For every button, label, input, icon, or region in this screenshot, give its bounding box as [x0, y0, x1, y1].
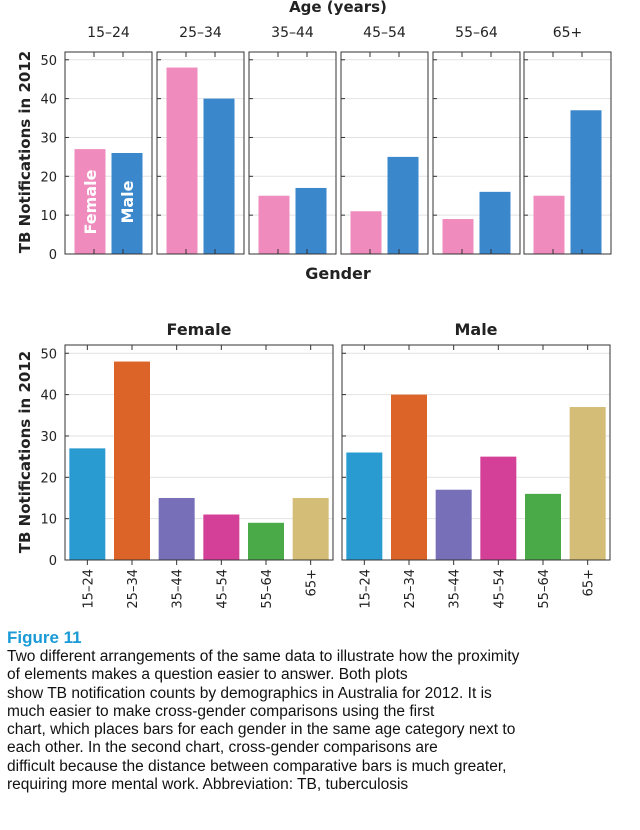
chart1-x-axis-label: Gender: [305, 264, 371, 283]
chart2-y-tick-label: 50: [40, 347, 57, 362]
chart2-x-tick-label: 55–64: [537, 569, 552, 609]
chart2-y-tick-label: 10: [40, 513, 57, 528]
chart2-x-tick-label: 15–24: [358, 569, 373, 609]
chart1-panel-frame: [248, 51, 337, 255]
chart1-panel-label: 45–54: [363, 25, 406, 41]
chart2-bar: [158, 497, 195, 560]
chart2-x-tick-label: 15–24: [81, 569, 96, 609]
chart2-x-tick-label: 35–44: [171, 569, 186, 609]
chart2-x-tick-label: 55–64: [260, 569, 275, 609]
chart1-y-axis-label: TB Notifications in 2012: [16, 51, 34, 253]
chart2-y-tick-label: 20: [40, 471, 57, 486]
chart1-bar: [111, 153, 143, 254]
chart1-bar: [350, 211, 382, 254]
chart1-y-tick-label: 50: [40, 54, 57, 69]
chart2-panel-label: Male: [454, 320, 497, 339]
chart1-panel-frame: [64, 51, 153, 255]
chart1-y-tick-label: 10: [40, 209, 57, 224]
chart1-y-tick-label: 0: [49, 248, 57, 263]
caption-line: chart, which places bars for each gender…: [7, 721, 516, 739]
chart-svg: Age (years) TB Notifications in 2012 Gende…: [16, 0, 612, 609]
chart2-y-axis-label: TB Notifications in 2012: [16, 351, 34, 553]
chart2-bar: [292, 497, 329, 560]
chart1-y-tick-label: 40: [40, 93, 57, 108]
chart1-bar: [74, 149, 106, 254]
chart1-panel-frame: [523, 51, 612, 255]
chart1-bar: [533, 195, 565, 254]
chart1-panel-label: 35–44: [271, 25, 314, 41]
chart1-panel-label: 55–64: [455, 25, 498, 41]
chart2-panel-frame: [341, 344, 611, 561]
chart1-bar: [442, 219, 474, 254]
chart2-x-tick-label: 45–54: [215, 569, 230, 609]
caption-line: show TB notification counts by demograph…: [7, 684, 492, 702]
caption-line: difficult because the distance between c…: [7, 757, 507, 775]
chart1-bar: [203, 98, 235, 254]
chart1-y-tick-label: 30: [40, 131, 57, 146]
chart1-bar: [387, 156, 419, 254]
chart1-title: Age (years): [289, 0, 387, 16]
chart1-panel-label: 25–34: [179, 25, 222, 41]
chart2-bar: [391, 394, 427, 560]
caption-line: requiring more mental work. Abbreviation…: [7, 776, 409, 794]
chart1-bar: [166, 67, 198, 255]
chart1-panel-label: 65+: [553, 25, 583, 41]
chart1-series-in-bar-label: Male: [118, 180, 137, 223]
figure: Age (years) TB Notifications in 2012 Gende…: [16, 0, 612, 609]
chart1-y-tick-label: 20: [40, 170, 57, 185]
chart1-bar: [295, 187, 327, 254]
chart2-bar: [480, 456, 517, 560]
chart1-series-in-bar-label: Female: [81, 169, 100, 234]
chart2-bar: [525, 493, 561, 560]
chart2-panel-label: Female: [167, 320, 232, 339]
chart2-y-tick-label: 40: [40, 389, 57, 404]
chart1-panel-frame: [156, 51, 245, 255]
chart1-bar: [570, 110, 602, 255]
chart1-panel-frame: [340, 51, 429, 255]
caption-line: each other. In the second chart, cross-g…: [7, 739, 438, 757]
figure-label: Figure 11: [7, 628, 82, 647]
chart2-x-tick-label: 25–34: [126, 569, 141, 609]
chart1-panel-frame: [432, 51, 521, 255]
chart2-x-tick-label: 35–44: [448, 569, 463, 609]
chart2-bar: [435, 489, 472, 560]
chart2-bar: [69, 448, 106, 560]
chart2-y-tick-label: 30: [40, 430, 57, 445]
chart2-x-tick-label: 25–34: [403, 569, 418, 609]
caption-line: much easier to make cross-gender compari…: [7, 702, 435, 720]
chart2-x-tick-label: 65+: [582, 569, 597, 596]
chart2-bar: [114, 361, 150, 560]
chart1-bar: [258, 195, 290, 254]
caption-line: of elements makes a question easier to a…: [7, 666, 408, 684]
chart2-bar: [569, 407, 606, 560]
chart2-panel-frame: [64, 344, 334, 561]
chart1-bar: [479, 191, 511, 254]
chart2-bar: [346, 452, 383, 560]
caption-text: Two different arrangements of the same d…: [7, 648, 637, 794]
chart2-bar: [203, 514, 240, 560]
chart2-bar: [248, 522, 284, 560]
figure-caption: Figure 11 Two different arrangements of …: [7, 628, 637, 794]
chart1-panel-label: 15–24: [87, 25, 130, 41]
chart2-y-tick-label: 0: [49, 554, 57, 569]
chart2-x-tick-label: 65+: [305, 569, 320, 596]
caption-line: Two different arrangements of the same d…: [7, 648, 520, 665]
chart2-x-tick-label: 45–54: [492, 569, 507, 609]
